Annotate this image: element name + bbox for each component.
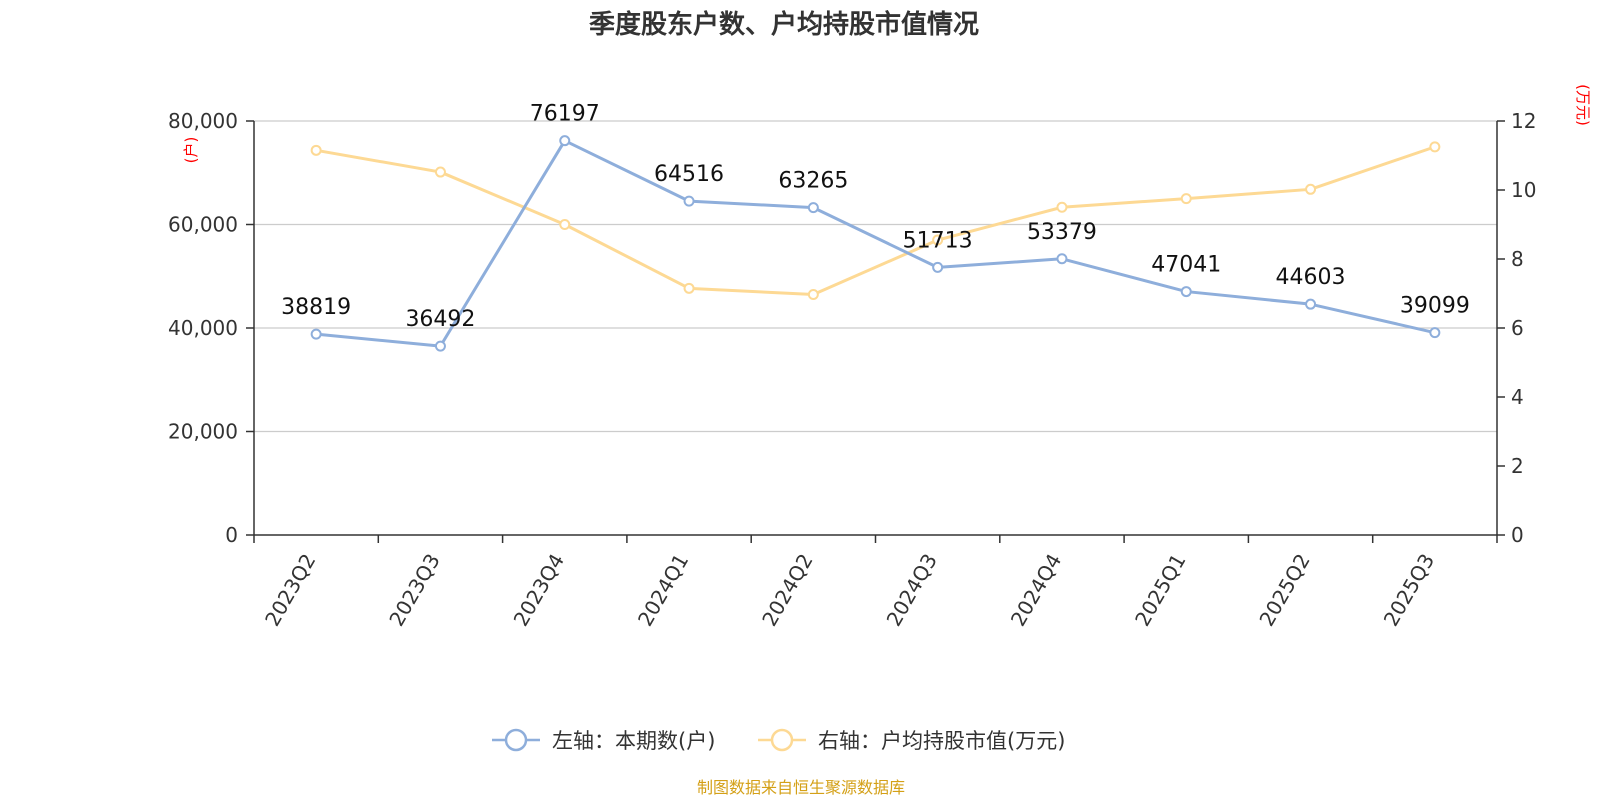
data-label: 51713 — [903, 228, 973, 253]
data-label: 47041 — [1151, 253, 1221, 278]
data-point-right — [683, 282, 695, 294]
data-point-left — [310, 328, 322, 340]
data-label: 38819 — [281, 295, 351, 320]
left-tick-label: 80,000 — [168, 109, 238, 133]
data-label: 53379 — [1027, 220, 1097, 245]
data-point-right — [1429, 141, 1441, 153]
data-point-left — [1305, 298, 1317, 310]
x-tick-label: 2025Q3 — [1379, 550, 1439, 631]
series-line-right — [315, 145, 1436, 297]
data-labels: 38819 36492 76197 64516 63265 51713 53379 47041… — [281, 102, 1470, 332]
x-tick-label: 2024Q1 — [633, 550, 693, 631]
data-point-right — [434, 166, 446, 178]
legend-label-right: 右轴：户均持股市值(万元) — [818, 729, 1065, 753]
data-point-left — [683, 195, 695, 207]
data-label: 63265 — [778, 169, 848, 194]
x-tick-label: 2024Q3 — [882, 550, 942, 631]
chart-title: 季度股东户数、户均持股市值情况 — [589, 9, 979, 40]
source-note: 制图数据来自恒生聚源数据库 — [697, 778, 905, 797]
series-line-left — [316, 139, 1436, 348]
axes: 0 20,000 40,000 60,000 80,000 0 2 4 6 8 10 12 2023Q2… — [168, 109, 1536, 630]
legend-item-right[interactable]: 右轴：户均持股市值(万元) — [758, 728, 1065, 753]
data-label: 39099 — [1400, 294, 1470, 319]
x-tick-label: 2023Q3 — [384, 550, 444, 631]
legend-marker-left — [504, 728, 528, 752]
data-point-left — [932, 261, 944, 273]
data-point-left — [807, 202, 819, 214]
right-tick-label: 12 — [1511, 109, 1536, 133]
legend: 左轴：本期数(户) 右轴：户均持股市值(万元) — [492, 728, 1065, 753]
series — [310, 135, 1441, 352]
left-axis-label: (户) — [182, 137, 200, 164]
data-label: 36492 — [405, 307, 475, 332]
data-point-right — [1305, 183, 1317, 195]
x-tick-label: 2024Q2 — [757, 550, 817, 631]
data-point-left — [1056, 253, 1068, 265]
data-point-right — [807, 289, 819, 301]
right-tick-label: 0 — [1511, 523, 1524, 547]
left-tick-label: 20,000 — [168, 420, 238, 444]
data-label: 64516 — [654, 162, 724, 187]
data-point-right — [1056, 201, 1068, 213]
grid-lines — [254, 120, 1497, 433]
legend-label-left: 左轴：本期数(户) — [552, 729, 715, 753]
left-tick-label: 60,000 — [168, 213, 238, 237]
data-point-right — [559, 219, 571, 230]
left-tick-label: 40,000 — [168, 316, 238, 340]
right-tick-label: 2 — [1511, 454, 1524, 478]
left-tick-label: 0 — [225, 523, 238, 547]
data-point-right — [1180, 193, 1192, 205]
data-label: 44603 — [1276, 265, 1346, 290]
data-label: 76197 — [530, 102, 600, 127]
x-tick-label: 2024Q4 — [1006, 550, 1066, 631]
x-tick-label: 2025Q1 — [1130, 550, 1190, 631]
data-point-left — [434, 340, 446, 352]
right-axis-label: (万元) — [1574, 84, 1592, 126]
data-point-left — [559, 135, 571, 147]
data-point-left — [1180, 286, 1192, 298]
right-tick-label: 10 — [1511, 178, 1536, 202]
right-tick-label: 6 — [1511, 316, 1524, 340]
right-tick-label: 4 — [1511, 385, 1524, 409]
legend-item-left[interactable]: 左轴：本期数(户) — [492, 728, 715, 753]
x-tick-label: 2023Q2 — [260, 550, 320, 631]
data-point-left — [1429, 327, 1441, 339]
right-tick-label: 8 — [1511, 247, 1524, 271]
data-point-right — [932, 234, 944, 246]
data-point-right — [310, 144, 322, 156]
x-tick-label: 2025Q2 — [1254, 550, 1314, 631]
x-tick-label: 2023Q4 — [509, 550, 569, 631]
legend-marker-right — [770, 728, 794, 752]
